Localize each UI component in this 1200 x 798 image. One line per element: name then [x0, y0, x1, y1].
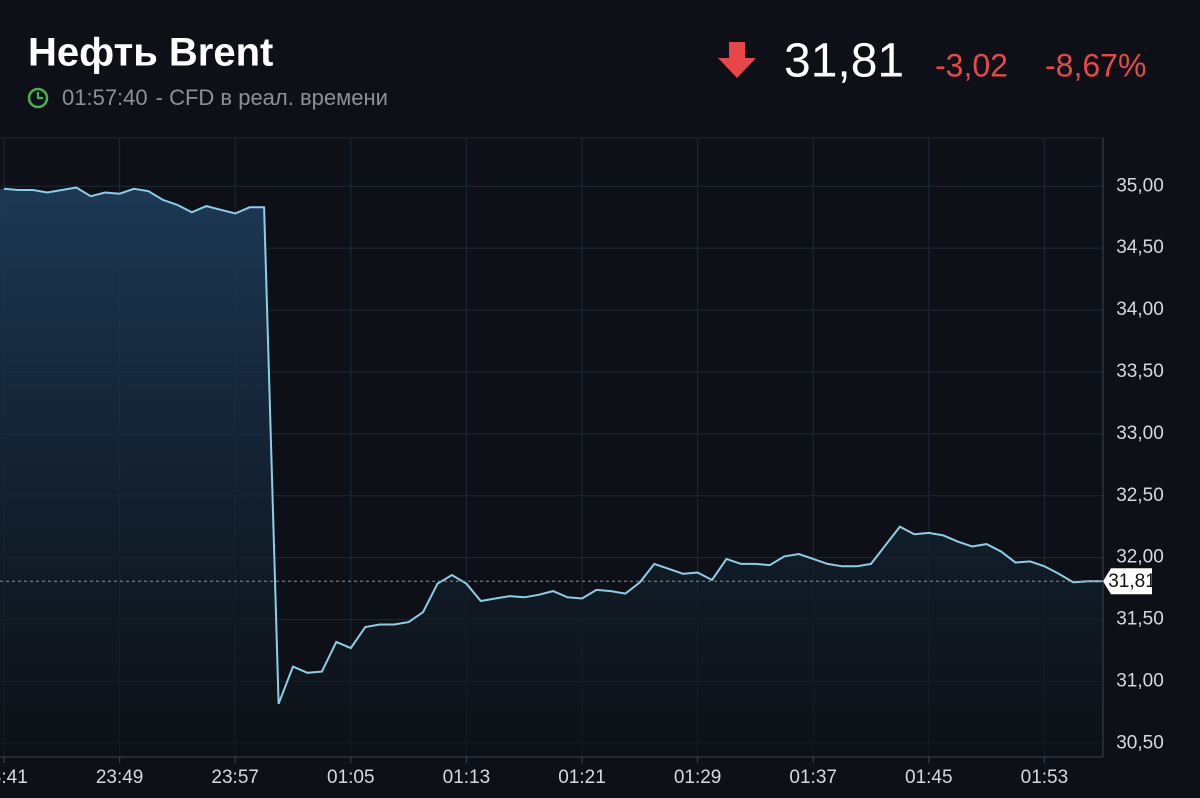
- x-tick-label: 01:13: [443, 767, 491, 788]
- x-tick-label: 23:49: [96, 767, 144, 788]
- change: -3,02: [935, 47, 1008, 83]
- price-line: [3, 186, 1103, 705]
- y-tick-label: 31,50: [1116, 609, 1164, 630]
- time: 01:57:40: [62, 85, 148, 110]
- price: 31,81: [784, 35, 904, 88]
- y-tick-label: 34,00: [1116, 299, 1164, 320]
- y-tick-label: 30,50: [1116, 732, 1164, 753]
- y-tick-label: 33,00: [1116, 423, 1164, 444]
- status-line: 01:57:40 - CFD в реал. времени: [62, 85, 388, 110]
- y-tick-label: 31,00: [1116, 670, 1164, 691]
- x-tick-label: 01:37: [789, 767, 837, 788]
- title: Нефть Brent: [28, 31, 273, 75]
- down-arrow: [718, 42, 756, 78]
- x-tick-label: 01:29: [674, 767, 722, 788]
- x-tick-label: 23:41: [0, 767, 28, 788]
- y-tick-label: 35,00: [1116, 175, 1164, 196]
- last-price-box: [1103, 568, 1152, 595]
- x-tick-label: 01:45: [905, 767, 953, 788]
- x-tick-label: 01:53: [1021, 767, 1069, 788]
- subtitle: - CFD в реал. времени: [156, 85, 388, 110]
- x-tick-label: 01:21: [558, 767, 606, 788]
- clock-icon: [27, 87, 49, 109]
- last-price-label: 31,81: [1108, 571, 1156, 592]
- y-tick-label: 32,50: [1116, 485, 1164, 506]
- y-tick-label: 33,50: [1116, 361, 1164, 382]
- plot: 30,50 31,00 31,50 32,00 32,50 33,00 33,50 34,00…: [0, 137, 1164, 788]
- x-tick-label: 23:57: [211, 767, 259, 788]
- y-tick-label: 34,50: [1116, 237, 1164, 258]
- y-tick-label: 32,00: [1116, 547, 1164, 568]
- change-pct: -8,67%: [1045, 47, 1146, 83]
- x-tick-label: 01:05: [327, 767, 375, 788]
